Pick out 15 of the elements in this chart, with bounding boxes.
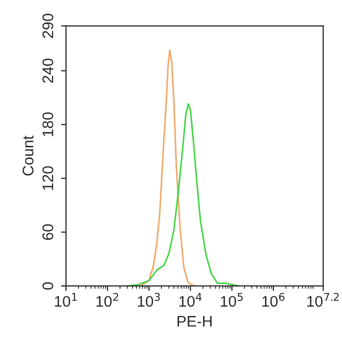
x-tick-label: 10$^{1}$ — [54, 292, 77, 307]
y-tick-label: 240 — [42, 58, 54, 83]
y-tick-label: 290 — [42, 14, 54, 38]
x-tick-label: 10$^{2}$ — [96, 292, 118, 307]
x-tick-label: 10$^{7.2}$ — [307, 292, 339, 307]
y-tick-label: 180 — [42, 112, 54, 136]
y-tick-label: 60 — [42, 224, 54, 240]
y-tick-label: 120 — [42, 166, 54, 190]
y-axis-title: Count — [22, 136, 34, 176]
x-axis-title: PE-H — [178, 316, 212, 327]
x-tick-label: 10$^{4}$ — [179, 292, 202, 307]
y-tick-label: 0 — [42, 282, 54, 290]
x-tick-label: 10$^{6}$ — [262, 292, 284, 307]
x-tick-label: 10$^{3}$ — [138, 292, 160, 307]
x-tick-label: 10$^{5}$ — [220, 292, 243, 307]
